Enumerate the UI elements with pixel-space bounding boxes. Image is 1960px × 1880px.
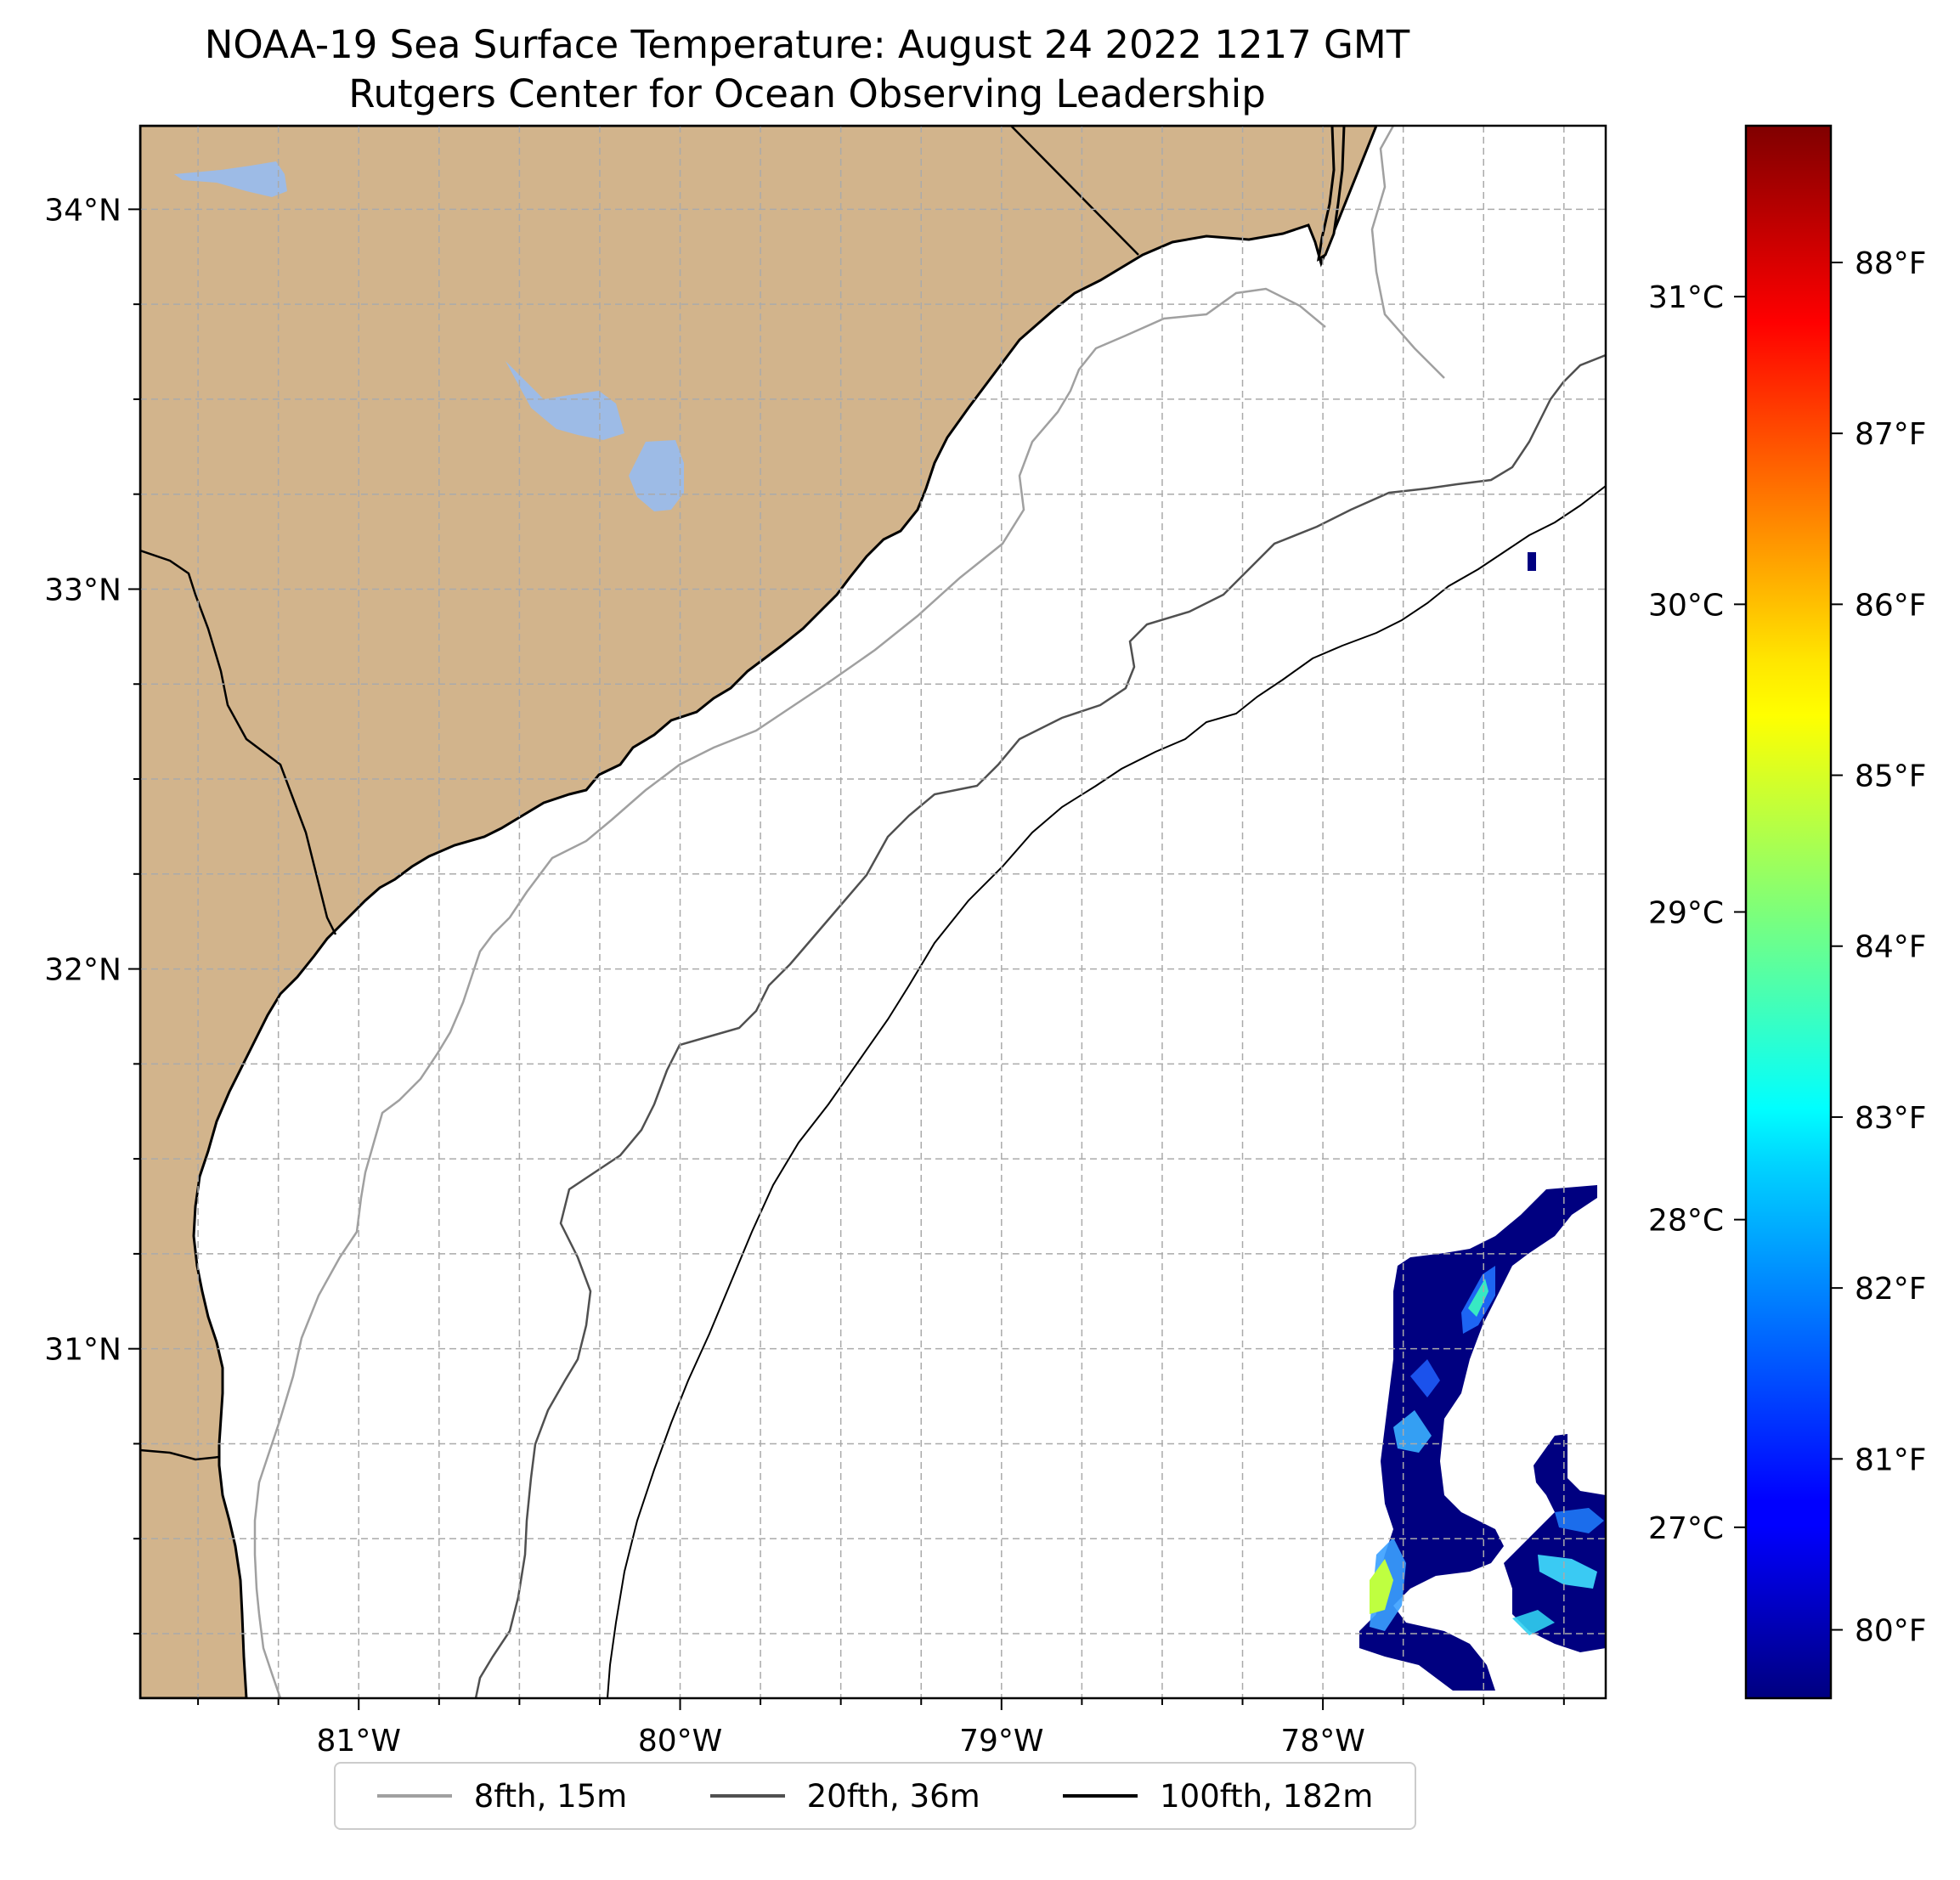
legend-line-15m xyxy=(376,1794,452,1798)
lat-tick-label: 31°N xyxy=(44,1333,121,1368)
sst-patch-north xyxy=(1359,1185,1597,1691)
legend-label-36m: 20fth, 36m xyxy=(806,1777,980,1815)
colorbar-label-f: 85°F xyxy=(1855,759,1927,794)
land-area xyxy=(140,126,1378,1698)
colorbar-label-f: 81°F xyxy=(1855,1442,1927,1477)
legend-item-15m: 8fth, 15m xyxy=(376,1777,628,1815)
colorbar-label-c: 31°C xyxy=(1648,280,1724,315)
contour-36m xyxy=(474,353,1606,1698)
map-title: NOAA-19 Sea Surface Temperature: August … xyxy=(0,20,1614,119)
lat-tick-label: 33°N xyxy=(44,573,121,607)
sst-data xyxy=(1359,552,1606,1691)
legend-label-15m: 8fth, 15m xyxy=(473,1777,628,1815)
sst-warm-7 xyxy=(1555,1508,1604,1533)
title-line-2: Rutgers Center for Ocean Observing Leade… xyxy=(348,71,1266,116)
axis-tick-labels: 81°W 80°W 79°W 78°W 34°N 33°N 32°N 31°N xyxy=(44,193,1365,1759)
barrier-island xyxy=(1316,126,1346,263)
lat-tick-label: 32°N xyxy=(44,953,121,988)
colorbar-label-f: 84°F xyxy=(1855,930,1927,965)
map-frame xyxy=(138,124,1607,1700)
sst-warm-4 xyxy=(1370,1559,1393,1614)
colorbar xyxy=(1744,124,1833,1700)
lon-tick-label: 81°W xyxy=(317,1724,401,1759)
state-border-south xyxy=(140,1448,220,1461)
contour-182m xyxy=(607,485,1606,1698)
contour-15m xyxy=(253,126,1445,1698)
colorbar-label-c: 29°C xyxy=(1648,896,1724,931)
colorbar-labels: 88°F 87°F 86°F 85°F 84°F 83°F 82°F 81°F 80°F 31°C… xyxy=(1648,246,1926,1649)
lon-tick-label: 80°W xyxy=(638,1724,722,1759)
colorbar-label-f: 88°F xyxy=(1855,246,1927,281)
sst-warm-8 xyxy=(1512,1610,1555,1635)
state-border xyxy=(1010,126,1139,256)
lake-marion xyxy=(506,361,624,440)
colorbar-label-f: 82°F xyxy=(1855,1272,1927,1307)
colorbar-label-c: 28°C xyxy=(1648,1204,1724,1239)
colorbar-label-c: 27°C xyxy=(1648,1511,1724,1546)
legend-line-182m xyxy=(1063,1794,1138,1798)
colorbar-label-f: 87°F xyxy=(1855,417,1927,452)
colorbar-label-f: 83°F xyxy=(1855,1101,1927,1136)
contour-legend: 8fth, 15m 20fth, 36m 100fth, 182m xyxy=(334,1762,1416,1830)
lon-tick-label: 78°W xyxy=(1280,1724,1364,1759)
colorbar-label-f: 80°F xyxy=(1855,1614,1927,1649)
lon-tick-label: 79°W xyxy=(959,1724,1043,1759)
legend-item-36m: 20fth, 36m xyxy=(709,1777,980,1815)
lat-tick-label: 34°N xyxy=(44,193,121,228)
colorbar-label-f: 86°F xyxy=(1855,588,1927,623)
axis-ticks xyxy=(128,208,1565,1710)
state-border-west xyxy=(140,549,337,935)
sst-patch-small xyxy=(1528,552,1536,571)
legend-item-182m: 100fth, 182m xyxy=(1063,1778,1373,1815)
gridlines xyxy=(140,126,1606,1698)
legend-line-36m xyxy=(709,1794,785,1798)
sst-warm-9 xyxy=(1410,1359,1440,1397)
colorbar-ticks xyxy=(1734,261,1843,1631)
colorbar-label-c: 30°C xyxy=(1648,588,1724,623)
sst-patch-east xyxy=(1504,1434,1606,1652)
legend-label-182m: 100fth, 182m xyxy=(1160,1777,1374,1815)
sst-warm-6 xyxy=(1538,1555,1597,1589)
title-line-1: NOAA-19 Sea Surface Temperature: August … xyxy=(204,22,1410,67)
lake-north xyxy=(174,161,287,197)
